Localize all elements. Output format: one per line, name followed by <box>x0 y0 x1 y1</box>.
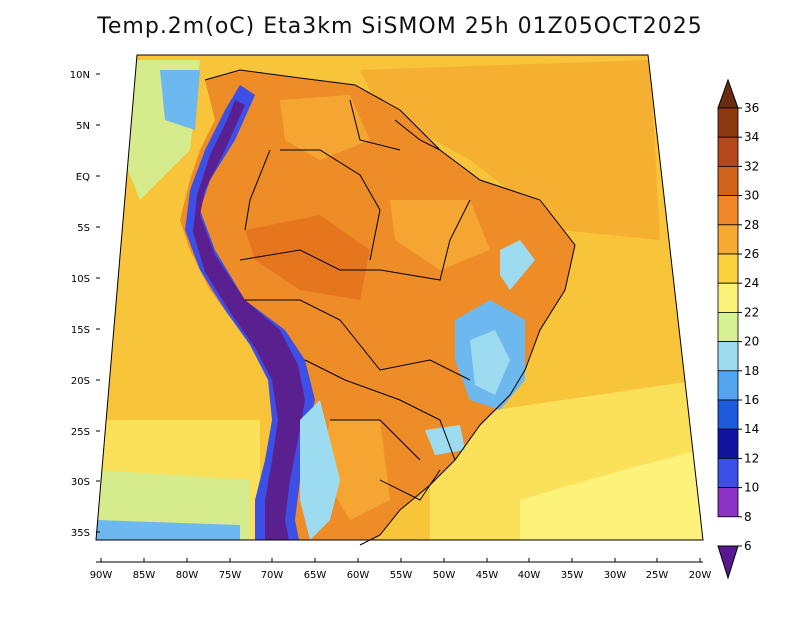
lon-label: 45W <box>476 570 499 581</box>
colorbar-label: 24 <box>744 276 759 290</box>
lat-label: 15S <box>71 325 90 336</box>
lon-label: 50W <box>433 570 456 581</box>
lon-label: 60W <box>347 570 370 581</box>
colorbar-label: 16 <box>744 393 759 407</box>
colorbar-box <box>717 165 739 196</box>
colorbar-box <box>717 195 739 226</box>
lon-label: 75W <box>219 570 242 581</box>
colorbar-top-arrow <box>717 78 739 109</box>
map-title: Temp.2m(oC) Eta3km SiSMOM 25h 01Z05OCT20… <box>97 14 703 39</box>
colorbar-label: 14 <box>744 422 759 436</box>
colorbar-box <box>717 136 739 167</box>
lat-label: 5S <box>77 223 90 234</box>
lat-label: 20S <box>71 376 90 387</box>
colorbar-label: 12 <box>744 451 759 465</box>
colorbar-box <box>717 107 739 138</box>
colorbar-label: 30 <box>744 189 759 203</box>
colorbar-label: 22 <box>744 305 759 319</box>
colorbar-box <box>717 457 739 488</box>
colorbar-label: 20 <box>744 335 759 349</box>
colorbar-box <box>717 399 739 430</box>
lat-label: EQ <box>76 172 90 183</box>
colorbar-box <box>717 253 739 284</box>
lon-label: 80W <box>176 570 199 581</box>
lon-label: 85W <box>133 570 156 581</box>
colorbar-bottom-arrow <box>717 545 739 580</box>
lat-label: 25S <box>71 427 90 438</box>
lon-label: 55W <box>390 570 413 581</box>
colorbar-box <box>717 311 739 342</box>
colorbar-box <box>717 224 739 255</box>
lon-label: 35W <box>561 570 584 581</box>
colorbar-box <box>717 428 739 459</box>
longitude-axis: 90W 85W 80W 75W 70W 65W 60W 55W 50W 45W … <box>90 558 712 581</box>
colorbar-box <box>717 370 739 401</box>
lon-label: 70W <box>261 570 284 581</box>
colorbar-label: 28 <box>744 218 759 232</box>
colorbar-box <box>717 341 739 372</box>
colorbar-box <box>717 487 739 518</box>
colorbar-label: 8 <box>744 510 752 524</box>
colorbar-label: 34 <box>744 130 759 144</box>
colorbar-label: 6 <box>744 539 752 553</box>
lat-label: 35S <box>71 528 90 539</box>
lat-label: 30S <box>71 477 90 488</box>
colorbar: 36 34 32 30 28 26 24 22 20 18 16 14 12 10 8 6 <box>717 78 759 580</box>
colorbar-label: 36 <box>744 101 759 115</box>
country-borders <box>204 69 576 546</box>
colorbar-label: 10 <box>744 481 759 495</box>
lon-label: 30W <box>604 570 627 581</box>
lat-label: 5N <box>76 121 90 132</box>
temperature-field <box>96 55 703 540</box>
latitude-axis: 10N 5N EQ 5S 10S 15S 20S 25S 30S 35S <box>70 70 100 539</box>
colorbar-label: 32 <box>744 159 759 173</box>
colorbar-box <box>717 282 739 313</box>
lon-label: 90W <box>90 570 113 581</box>
lat-label: 10S <box>71 274 90 285</box>
colorbar-label: 26 <box>744 247 759 261</box>
lat-label: 10N <box>70 70 90 81</box>
lon-label: 40W <box>518 570 541 581</box>
colorbar-label: 18 <box>744 364 759 378</box>
lon-label: 25W <box>646 570 669 581</box>
lon-label: 20W <box>689 570 712 581</box>
lon-label: 65W <box>304 570 327 581</box>
